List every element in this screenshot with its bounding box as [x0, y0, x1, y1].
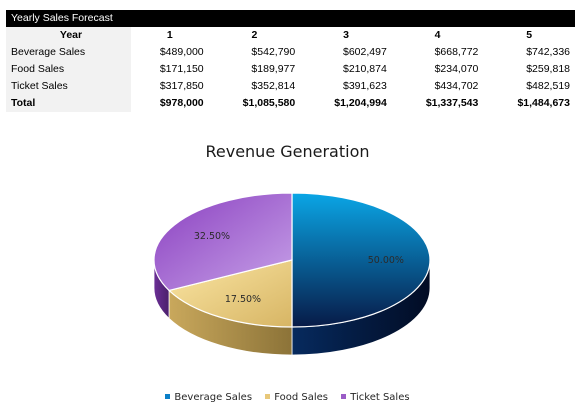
table-cell: $668,772: [434, 46, 479, 58]
yearly-sales-forecast-table: Yearly Sales Forecast Year 1 2 3 4 5 Bev…: [6, 10, 575, 112]
header-year-label: Year: [6, 27, 131, 44]
pie-data-label: 17.50%: [225, 294, 261, 305]
header-year: 4: [434, 29, 441, 41]
table-cell: $352,814: [251, 80, 296, 92]
table-row: Ticket Sales $317,850 $352,814 $391,623 …: [6, 78, 575, 95]
table-cell: $171,150: [159, 63, 204, 75]
table-header-row: Year 1 2 3 4 5: [6, 27, 575, 44]
pie-data-labels: 50.00% 17.50% 32.50%: [194, 231, 404, 305]
pie-data-label: 32.50%: [194, 231, 230, 242]
table-cell: $391,623: [343, 80, 387, 92]
table-total-row: Total $978,000 $1,085,580 $1,204,994 $1,…: [6, 95, 575, 112]
table-cell: $210,874: [343, 63, 387, 75]
table-cell: $234,070: [434, 63, 479, 75]
total-cell: $1,204,994: [334, 97, 387, 109]
legend-swatch: [265, 393, 271, 399]
header-year: 1: [166, 29, 173, 41]
pie-slice-food: [167, 259, 293, 328]
legend-swatch: [165, 393, 171, 399]
table-row: Food Sales $171,150 $189,977 $210,874 $2…: [6, 61, 575, 78]
total-cell: $978,000: [159, 97, 204, 109]
row-label: Ticket Sales: [6, 78, 131, 95]
table-cell: $259,818: [526, 63, 570, 75]
legend-swatch: [341, 393, 347, 399]
table-cell: $482,519: [526, 80, 570, 92]
table-cell: $317,850: [159, 80, 204, 92]
legend-label: Food Sales: [274, 392, 328, 403]
row-label: Food Sales: [6, 61, 131, 78]
total-cell: $1,085,580: [242, 97, 296, 109]
table-cell: $542,790: [251, 46, 296, 58]
legend-item-ticket: Ticket Sales: [341, 392, 410, 403]
total-cell: $1,484,673: [517, 97, 570, 109]
header-year: 2: [251, 29, 258, 41]
legend-label: Beverage Sales: [174, 392, 253, 403]
total-cell: $1,337,543: [425, 97, 479, 109]
pie-data-label: 50.00%: [368, 255, 404, 266]
chart-title: Revenue Generation: [205, 142, 370, 161]
pie-plot-area: 50.00% 17.50% 32.50%: [153, 192, 431, 356]
row-label: Beverage Sales: [6, 44, 131, 61]
pie-slice-beverage: [291, 192, 431, 328]
table-cell: $602,497: [343, 46, 387, 58]
table-title-row: Yearly Sales Forecast: [6, 10, 575, 27]
pie-slices: [153, 192, 431, 328]
legend-label: Ticket Sales: [350, 392, 410, 403]
legend-item-food: Food Sales: [265, 392, 328, 403]
header-year: 5: [526, 29, 533, 41]
revenue-pie-chart: Revenue Generation: [0, 130, 575, 411]
table-cell: $742,336: [526, 46, 570, 58]
chart-legend: Beverage Sales Food Sales Ticket Sales: [0, 392, 575, 403]
table-row: Beverage Sales $489,000 $542,790 $602,49…: [6, 44, 575, 61]
table-cell: $489,000: [159, 46, 204, 58]
table-cell: $189,977: [251, 63, 296, 75]
total-label: Total: [6, 95, 131, 112]
header-year: 3: [343, 29, 349, 41]
table-cell: $434,702: [434, 80, 479, 92]
legend-item-beverage: Beverage Sales: [165, 392, 252, 403]
table-title: Yearly Sales Forecast: [6, 10, 575, 27]
pie-slice-ticket: [153, 192, 293, 292]
